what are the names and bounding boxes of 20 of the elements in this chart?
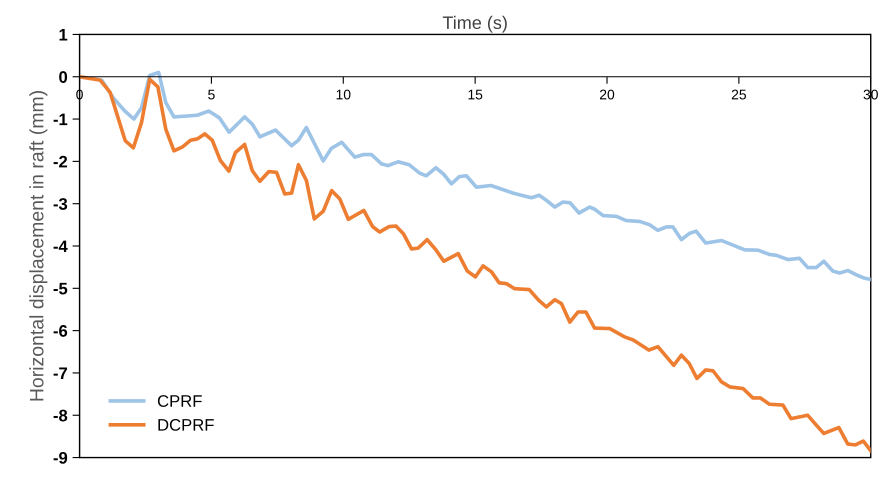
y-tick-label: -7 xyxy=(54,368,68,379)
x-tick-label: 20 xyxy=(600,90,614,100)
y-tick-label: -9 xyxy=(54,452,68,464)
legend-label: DCPRF xyxy=(158,419,214,431)
x-axis-title: Time (s) xyxy=(442,16,507,33)
y-tick-label: -5 xyxy=(54,282,68,295)
y-tick-label: -6 xyxy=(54,325,68,337)
legend-label: CPRF xyxy=(158,395,202,407)
y-tick-label: -2 xyxy=(54,156,68,168)
y-tick-label: -4 xyxy=(54,240,68,252)
y-tick-label: 0 xyxy=(59,71,68,83)
y-tick-label: -1 xyxy=(54,114,68,126)
x-tick-label: 25 xyxy=(732,90,746,100)
y-tick-label: -8 xyxy=(54,410,68,422)
y-tick-label: -3 xyxy=(54,198,68,210)
y-tick-label: 1 xyxy=(60,29,68,40)
x-tick-label: 5 xyxy=(208,90,215,100)
x-tick-label: 10 xyxy=(336,90,350,100)
x-tick-label: 15 xyxy=(468,90,482,100)
y-axis-title: Horizontal displacement in raft (mm) xyxy=(29,91,48,401)
